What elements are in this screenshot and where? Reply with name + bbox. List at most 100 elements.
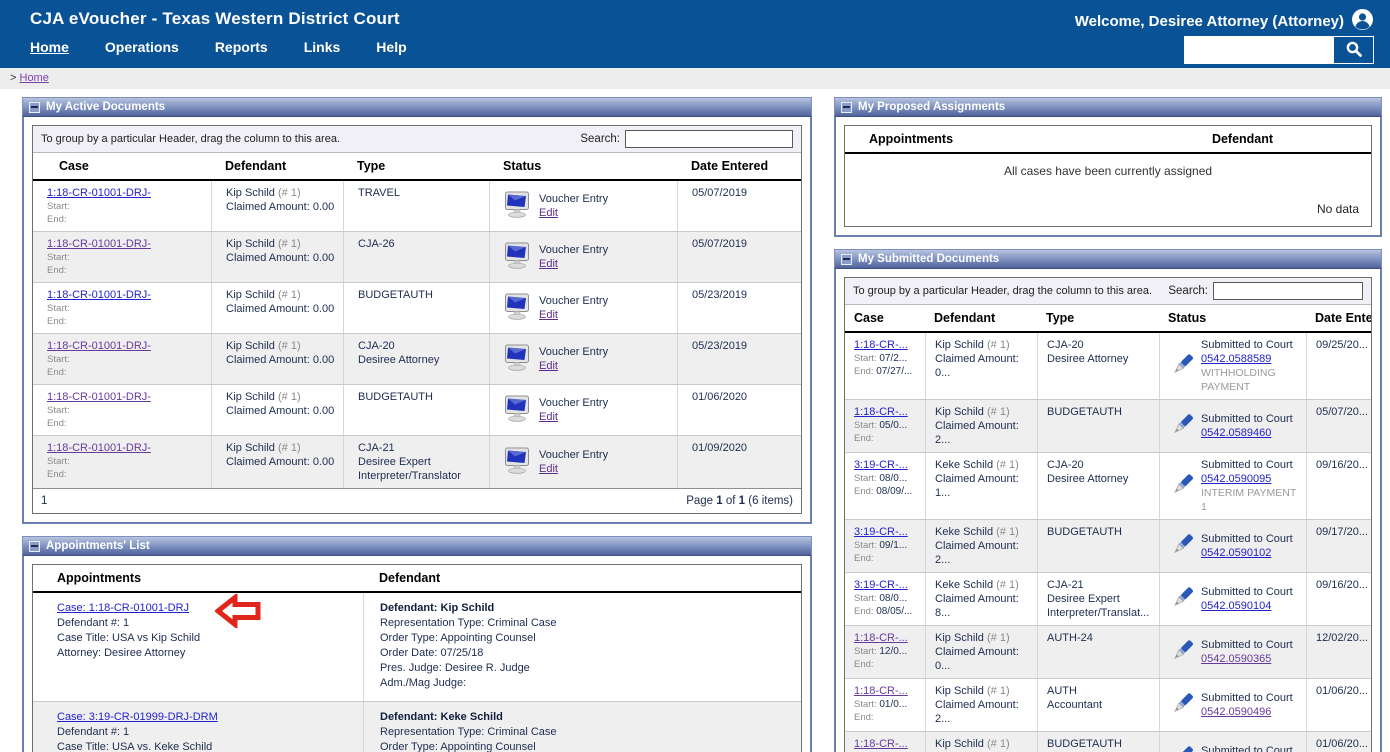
col-date-entered[interactable]: Date Ente [1306,305,1371,331]
collapse-minus-icon[interactable] [29,541,40,552]
col-status[interactable]: Status [1159,305,1306,331]
case-link[interactable]: 1:18-CR-... [854,685,908,697]
group-hint: To group by a particular Header, drag th… [853,285,1152,297]
voucher-number-link[interactable]: 0542.0590365 [1201,652,1293,666]
col-appointments[interactable]: Appointments [845,126,1108,152]
case-link[interactable]: 1:18-CR-01001-DRJ- [47,187,151,199]
panel-header[interactable]: My Submitted Documents [834,249,1382,269]
claimed-amount: Claimed Amount: 8... [935,592,1029,620]
group-by-bar[interactable]: To group by a particular Header, drag th… [845,278,1371,305]
collapse-minus-icon[interactable] [841,254,852,265]
edit-link[interactable]: Edit [539,207,558,219]
submitted-document-row: 1:18-CR-... Start: 12/0... End: Kip Schi… [845,625,1371,678]
voucher-number-link[interactable]: 0542.0590104 [1201,599,1293,613]
date-entered: 01/06/2020 [677,385,801,435]
collapse-minus-icon[interactable] [841,102,852,113]
col-defendant[interactable]: Defendant [1108,126,1371,152]
nav-item[interactable]: Help [376,39,406,55]
table-header-row: Appointments Defendant [845,126,1371,154]
col-date-entered[interactable]: Date Entered [677,153,801,179]
case-link[interactable]: 1:18-CR-... [854,632,908,644]
defendant-name: Kip Schild [226,238,275,250]
edit-link[interactable]: Edit [539,309,558,321]
col-defendant[interactable]: Defendant [363,565,801,591]
col-case[interactable]: Case [845,305,925,331]
col-appointments[interactable]: Appointments [33,565,363,591]
col-status[interactable]: Status [489,153,677,179]
welcome-area[interactable]: Welcome, Desiree Attorney (Attorney) [1075,8,1374,35]
case-link[interactable]: 1:18-CR-01001-DRJ- [47,238,151,250]
table-search-input[interactable] [625,130,793,148]
case-link[interactable]: 1:18-CR-... [854,406,908,418]
edit-link[interactable]: Edit [539,411,558,423]
voucher-number-link[interactable]: 0542.0590496 [1201,705,1293,719]
nav-item[interactable]: Operations [105,39,179,55]
app-header: CJA eVoucher - Texas Western District Co… [0,0,1390,68]
col-defendant[interactable]: Defendant [925,305,1037,331]
table-search-input[interactable] [1213,282,1363,300]
defendant-name: Kip Schild [935,632,984,644]
case-link[interactable]: 3:19-CR-... [854,579,908,591]
claimed-amount: Claimed Amount: 2... [935,698,1029,726]
defendant-name: Kip Schild [935,685,984,697]
search-button[interactable] [1333,37,1373,63]
col-defendant[interactable]: Defendant [211,153,343,179]
col-type[interactable]: Type [1037,305,1159,331]
case-link[interactable]: 1:18-CR-01001-DRJ- [47,289,151,301]
document-type: CJA-26 [343,232,489,282]
group-by-bar[interactable]: To group by a particular Header, drag th… [33,126,801,153]
claimed-amount: Claimed Amount: 1... [935,472,1029,500]
table-header-row: Appointments Defendant [33,565,801,593]
edit-link[interactable]: Edit [539,360,558,372]
appointment-case-link[interactable]: Case: 3:19-CR-01999-DRJ-DRM [57,711,218,723]
nav-item[interactable]: Home [30,39,69,55]
nav-item[interactable]: Links [304,39,341,55]
defendant-name: Keke Schild [935,526,993,538]
red-arrow-icon [215,594,261,633]
col-type[interactable]: Type [343,153,489,179]
breadcrumb-home-link[interactable]: Home [20,72,49,84]
panel-header[interactable]: Appointments' List [22,536,812,556]
search-input[interactable] [1185,37,1333,63]
submitted-document-row: 3:19-CR-... Start: 08/0... End: 08/09/..… [845,452,1371,519]
col-case[interactable]: Case [33,153,211,179]
document-type: AUTH Accountant [1037,679,1159,731]
defendant-title: Defendant: Keke Schild [380,710,791,725]
case-link[interactable]: 1:18-CR-01001-DRJ- [47,340,151,352]
edit-link[interactable]: Edit [539,258,558,270]
page-number-button[interactable]: 1 [41,495,47,507]
collapse-minus-icon[interactable] [29,102,40,113]
case-link[interactable]: 1:18-CR-... [854,339,908,351]
computer-monitor-icon [504,395,534,426]
document-type: BUDGETAUTH [343,385,489,435]
document-type: AUTH-24 [1037,626,1159,678]
voucher-number-link[interactable]: 0542.0590102 [1201,546,1293,560]
panel-my-proposed-assignments: My Proposed Assignments Appointments Def… [834,97,1382,237]
global-search [1184,36,1374,64]
date-entered: 01/06/20... [1306,679,1376,731]
voucher-number-link[interactable]: 0542.0590095 [1201,472,1298,486]
panel-title: My Proposed Assignments [858,101,1005,113]
status-text: Voucher Entry [539,193,608,205]
appointment-case-link[interactable]: Case: 1:18-CR-01001-DRJ [57,602,189,614]
search-label: Search: [580,133,620,145]
date-entered: 05/23/2019 [677,334,801,384]
edit-link[interactable]: Edit [539,463,558,475]
case-link[interactable]: 1:18-CR-... [854,738,908,750]
status-text: Submitted to Court [1201,639,1293,651]
claimed-amount: Claimed Amount: 0... [935,352,1029,380]
defendant-number: (# 1) [278,391,301,403]
voucher-number-link[interactable]: 0542.0588589 [1201,352,1298,366]
panel-header[interactable]: My Active Documents [22,97,812,117]
case-link[interactable]: 1:18-CR-01001-DRJ- [47,391,151,403]
nav-item[interactable]: Reports [215,39,268,55]
welcome-text: Welcome, Desiree Attorney (Attorney) [1075,13,1344,30]
case-link[interactable]: 3:19-CR-... [854,459,908,471]
case-link[interactable]: 1:18-CR-01001-DRJ- [47,442,151,454]
case-link[interactable]: 3:19-CR-... [854,526,908,538]
computer-monitor-icon [504,447,534,478]
panel-header[interactable]: My Proposed Assignments [834,97,1382,117]
voucher-number-link[interactable]: 0542.0589460 [1201,426,1293,440]
user-circle-icon[interactable] [1351,8,1374,35]
date-entered: 01/09/2020 [677,436,801,488]
